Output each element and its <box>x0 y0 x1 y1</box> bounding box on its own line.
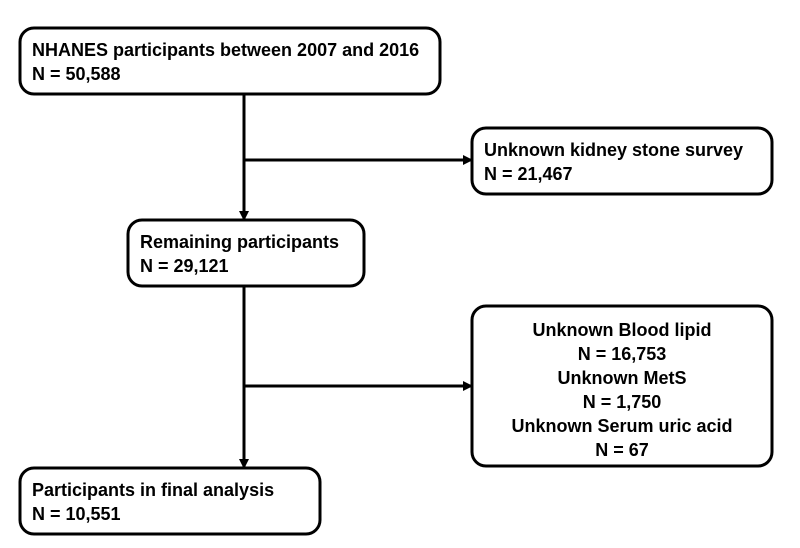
node-text: Unknown Serum uric acid <box>511 416 732 436</box>
node-remaining-participants: Remaining participants N = 29,121 <box>128 220 364 286</box>
node-text: N = 67 <box>595 440 649 460</box>
node-text: N = 21,467 <box>484 164 573 184</box>
node-text: N = 16,753 <box>578 344 667 364</box>
node-text: Participants in final analysis <box>32 480 274 500</box>
node-text: Remaining participants <box>140 232 339 252</box>
flowchart-diagram: NHANES participants between 2007 and 201… <box>0 0 800 548</box>
node-nhanes-participants: NHANES participants between 2007 and 201… <box>20 28 440 94</box>
node-unknown-kidney-stone: Unknown kidney stone survey N = 21,467 <box>472 128 772 194</box>
node-text: Unknown Blood lipid <box>533 320 712 340</box>
node-text: N = 1,750 <box>583 392 662 412</box>
node-text: NHANES participants between 2007 and 201… <box>32 40 419 60</box>
node-text: N = 29,121 <box>140 256 229 276</box>
node-final-analysis: Participants in final analysis N = 10,55… <box>20 468 320 534</box>
node-text: N = 10,551 <box>32 504 121 524</box>
node-text: N = 50,588 <box>32 64 121 84</box>
node-text: Unknown kidney stone survey <box>484 140 743 160</box>
node-text: Unknown MetS <box>558 368 687 388</box>
node-unknown-blood-lipid-mets-uric: Unknown Blood lipid N = 16,753 Unknown M… <box>472 306 772 466</box>
